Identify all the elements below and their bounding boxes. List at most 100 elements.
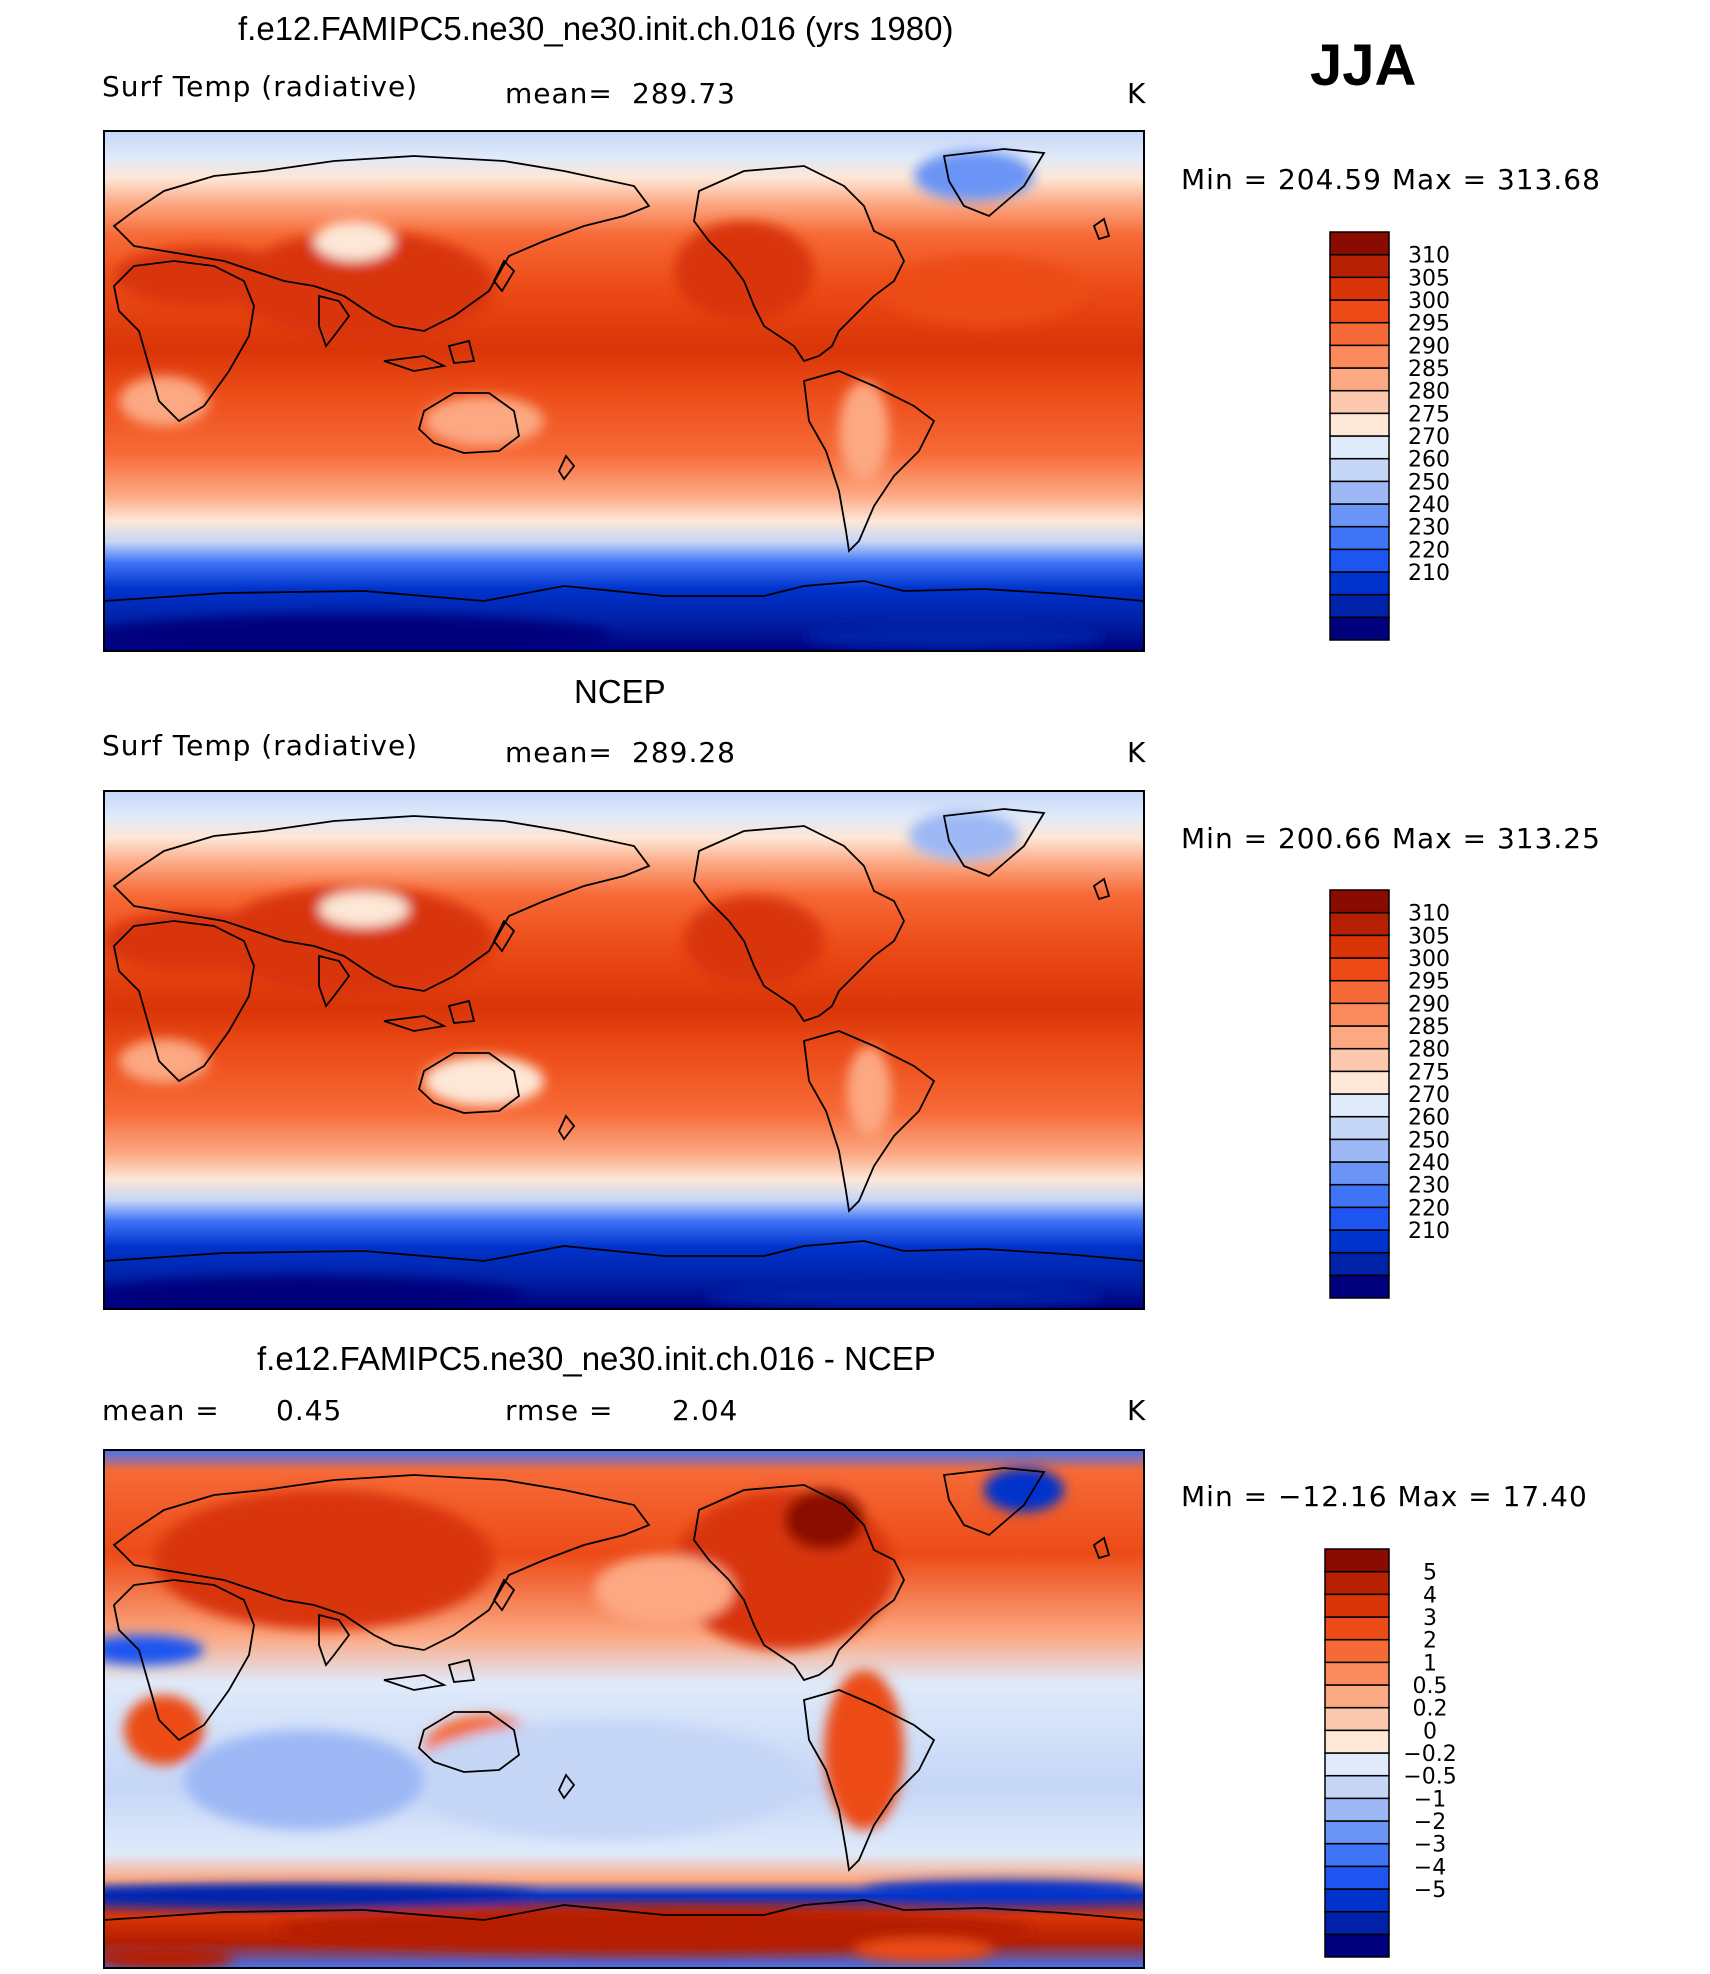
panel3-colorbar-swatch xyxy=(1324,1865,1390,1890)
panel3-rmse-value: 2.04 xyxy=(672,1394,739,1427)
panel3-colorbar-swatch xyxy=(1324,1616,1390,1641)
panel1-colorbar-tick-label: 285 xyxy=(1408,357,1450,382)
panel3-colorbar-tick-label: −4 xyxy=(1414,1855,1446,1880)
panel3-colorbar-swatch xyxy=(1324,1570,1390,1596)
panel1-colorbar-swatch xyxy=(1329,412,1390,437)
panel2-units: K xyxy=(1127,736,1147,769)
panel3-colorbar-tick-label: 4 xyxy=(1423,1583,1437,1608)
panel2-mean-label: mean= xyxy=(505,736,613,769)
panel1-colorbar-swatch xyxy=(1329,367,1390,392)
panel3-colorbar-tick-label: 0.2 xyxy=(1413,1697,1448,1722)
panel3-colorbar-swatch xyxy=(1324,1729,1390,1754)
panel3-colorbar-tick-label: −2 xyxy=(1414,1810,1446,1835)
panel3-colorbar-tick-label: 0.5 xyxy=(1413,1674,1448,1699)
panel2-colorbar-swatch xyxy=(1329,1093,1390,1118)
panel1-colorbar-tick-label: 300 xyxy=(1408,289,1450,314)
panel3-colorbar-tick-label: −0.2 xyxy=(1403,1742,1456,1767)
panel2-colorbar-swatch xyxy=(1329,1047,1390,1073)
panel1-colorbar-swatch xyxy=(1329,480,1390,505)
panel3-units: K xyxy=(1127,1394,1147,1427)
panel3-rmse-label: rmse = xyxy=(505,1394,614,1427)
panel2-colorbar-swatch xyxy=(1329,957,1390,982)
panel2-colorbar-swatch xyxy=(1329,1229,1390,1254)
panel1-minmax: Min = 204.59 Max = 313.68 xyxy=(1181,163,1601,196)
panel3-colorbar-swatch xyxy=(1324,1797,1390,1822)
panel2-colorbar-tick-label: 270 xyxy=(1408,1083,1450,1108)
panel1-colorbar-tick-label: 290 xyxy=(1408,334,1450,359)
panel3-colorbar-tick-label: −3 xyxy=(1414,1833,1446,1858)
panel1-map xyxy=(104,131,1144,651)
panel3-title: f.e12.FAMIPC5.ne30_ne30.init.ch.016 - NC… xyxy=(257,1340,936,1377)
panel3-colorbar-tick-label: 2 xyxy=(1423,1629,1437,1654)
panel3-colorbar-swatch xyxy=(1324,1684,1390,1709)
panel3-colorbar-tick-label: −1 xyxy=(1414,1787,1446,1812)
panel3-colorbar-tick-label: 1 xyxy=(1423,1651,1437,1676)
panel1-colorbar-swatch xyxy=(1329,593,1390,619)
panel1-colorbar-swatch xyxy=(1329,571,1390,596)
panel2-minmax: Min = 200.66 Max = 313.25 xyxy=(1181,822,1601,855)
panel2-title: NCEP xyxy=(574,673,666,710)
panel1-colorbar-swatch xyxy=(1329,525,1390,551)
panel1-colorbar-swatch xyxy=(1329,299,1390,324)
panel2-colorbar-tick-label: 305 xyxy=(1408,924,1450,949)
panel2-colorbar-tick-label: 295 xyxy=(1408,970,1450,995)
panel3-colorbar-swatch xyxy=(1324,1888,1390,1913)
panel1-colorbar-swatch xyxy=(1329,503,1390,528)
panel3-colorbar-swatch xyxy=(1324,1593,1390,1618)
panel1-colorbar-tick-label: 210 xyxy=(1408,561,1450,586)
panel2-colorbar-swatch xyxy=(1329,1251,1390,1277)
panel3-colorbar-swatch xyxy=(1324,1752,1390,1777)
panel1-colorbar-swatch xyxy=(1329,231,1390,256)
panel2-colorbar-swatch xyxy=(1329,1115,1390,1141)
panel2-colorbar-swatch xyxy=(1329,1002,1390,1027)
panel1-title: f.e12.FAMIPC5.ne30_ne30.init.ch.016 (yrs… xyxy=(238,10,954,47)
panel1-colorbar-tick-label: 270 xyxy=(1408,425,1450,450)
panel3-map xyxy=(104,1450,1144,1968)
panel1-colorbar-tick-label: 220 xyxy=(1408,538,1450,563)
panel1-colorbar-tick-label: 280 xyxy=(1408,380,1450,405)
panel3-colorbar-swatch xyxy=(1324,1548,1390,1573)
panel1-variable-label: Surf Temp (radiative) xyxy=(102,70,419,103)
panel2-colorbar-tick-label: 275 xyxy=(1408,1060,1450,1085)
panel3-colorbar-tick-label: 3 xyxy=(1423,1606,1437,1631)
panel1-units: K xyxy=(1127,77,1147,110)
panel3-colorbar-tick-label: −0.5 xyxy=(1403,1765,1456,1790)
panel3-minmax: Min = −12.16 Max = 17.40 xyxy=(1181,1480,1588,1513)
panel3-mean-label: mean = xyxy=(102,1394,220,1427)
panel2-colorbar-tick-label: 220 xyxy=(1408,1196,1450,1221)
panel2-colorbar-swatch xyxy=(1329,1138,1390,1163)
panel3-colorbar-swatch xyxy=(1324,1820,1390,1845)
panel3-colorbar-tick-label: 5 xyxy=(1423,1561,1437,1586)
panel1-colorbar-swatch xyxy=(1329,435,1390,460)
panel2-colorbar-swatch xyxy=(1329,911,1390,937)
panel2-colorbar-swatch xyxy=(1329,1070,1390,1095)
panel1-mean-value: 289.73 xyxy=(632,77,736,110)
panel3-colorbar-swatch xyxy=(1324,1910,1390,1936)
panel2-mean-value: 289.28 xyxy=(632,736,736,769)
panel2-map xyxy=(104,791,1144,1309)
panel1-colorbar-swatch xyxy=(1329,253,1390,279)
panel2-colorbar-swatch xyxy=(1329,1206,1390,1231)
panel2-colorbar-swatch xyxy=(1329,1183,1390,1209)
panel1-colorbar-swatch xyxy=(1329,616,1390,641)
panel1-colorbar-tick-label: 230 xyxy=(1408,516,1450,541)
panel1-colorbar-swatch xyxy=(1329,548,1390,573)
panel2-colorbar: 3103053002952902852802752702602502402302… xyxy=(1329,889,1450,1299)
panel1-mean-label: mean= xyxy=(505,77,613,110)
panel1-colorbar-tick-label: 240 xyxy=(1408,493,1450,518)
panel2-colorbar-tick-label: 285 xyxy=(1408,1015,1450,1040)
panel3-colorbar-swatch xyxy=(1324,1661,1390,1686)
panel2-colorbar-tick-label: 230 xyxy=(1408,1174,1450,1199)
panel1-colorbar: 3103053002952902852802752702602502402302… xyxy=(1329,231,1450,641)
panel1-colorbar-tick-label: 305 xyxy=(1408,266,1450,291)
panel2-colorbar-swatch xyxy=(1329,934,1390,959)
panel2-colorbar-swatch xyxy=(1329,1161,1390,1186)
panel3-colorbar-swatch xyxy=(1324,1842,1390,1868)
panel2-colorbar-tick-label: 290 xyxy=(1408,992,1450,1017)
panel2-colorbar-swatch xyxy=(1329,1274,1390,1299)
panel1-colorbar-tick-label: 295 xyxy=(1408,312,1450,337)
panel1-colorbar-swatch xyxy=(1329,321,1390,347)
panel2-colorbar-swatch xyxy=(1329,979,1390,1005)
panel2-colorbar-tick-label: 300 xyxy=(1408,947,1450,972)
panel3-colorbar-swatch xyxy=(1324,1706,1390,1732)
